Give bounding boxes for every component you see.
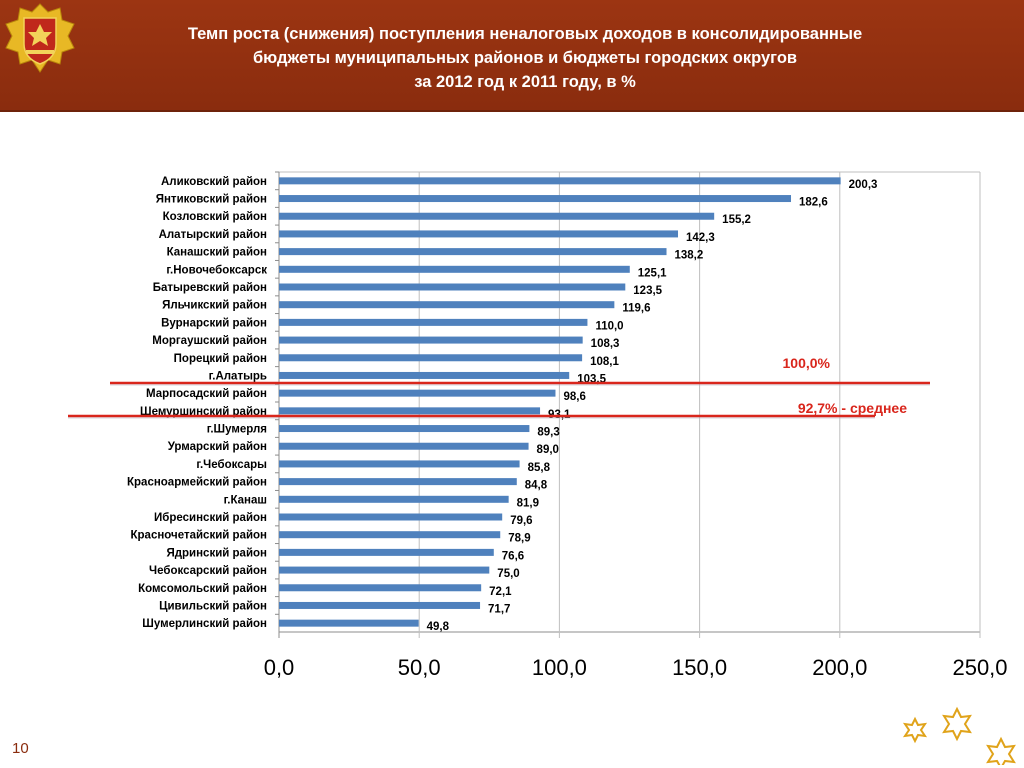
category-label: г.Шумерля xyxy=(207,424,267,436)
bar xyxy=(279,371,570,379)
value-label: 155,2 xyxy=(722,214,751,226)
title-line-3: за 2012 год к 2011 году, в % xyxy=(414,73,636,91)
category-label: г.Новочебоксарск xyxy=(166,264,267,276)
bar xyxy=(279,460,520,468)
value-label: 72,1 xyxy=(489,586,512,598)
value-label: 108,3 xyxy=(591,338,620,350)
value-label: 182,6 xyxy=(799,197,828,209)
value-label: 85,8 xyxy=(528,462,551,474)
category-label: Алатырский район xyxy=(159,229,267,241)
title-line-1: Темп роста (снижения) поступления ненало… xyxy=(187,25,863,43)
bar xyxy=(279,265,630,273)
value-label: 110,0 xyxy=(595,320,623,332)
ornament-star-icon xyxy=(902,706,1016,765)
title-line-2: бюджеты муниципальных районов и бюджеты … xyxy=(252,49,798,67)
category-label: Моргаушский район xyxy=(152,335,267,347)
category-label: Красноармейский район xyxy=(127,477,267,489)
bar xyxy=(279,513,503,521)
reference-line-label: 100,0% xyxy=(783,355,831,371)
value-label: 123,5 xyxy=(633,285,662,297)
value-label: 71,7 xyxy=(488,603,510,615)
bar xyxy=(279,495,509,503)
value-label: 125,1 xyxy=(638,267,667,279)
category-label: Козловский район xyxy=(163,211,267,223)
emblem-icon xyxy=(5,3,75,73)
bar xyxy=(279,283,626,291)
x-tick-label: 0,0 xyxy=(264,655,295,680)
bar xyxy=(279,301,615,309)
page-number: 10 xyxy=(12,740,29,757)
x-tick-label: 200,0 xyxy=(812,655,867,680)
value-label: 142,3 xyxy=(686,232,715,244)
bar xyxy=(279,195,792,203)
slide-header: Темп роста (снижения) поступления ненало… xyxy=(0,0,1024,112)
value-label: 108,1 xyxy=(590,356,619,368)
bar xyxy=(279,336,583,344)
value-label: 138,2 xyxy=(675,250,704,262)
value-label: 79,6 xyxy=(510,515,532,527)
bar xyxy=(279,425,530,433)
bar xyxy=(279,442,529,450)
category-label: Шумерлинский район xyxy=(142,618,267,630)
reference-line-label: 92,7% - среднее xyxy=(798,400,907,416)
category-label: Ядринский район xyxy=(166,547,267,559)
chart-labels: 0,0 50,0 100,0 150,0 200,0 250,0 Аликовский ра… xyxy=(127,176,1008,680)
bar xyxy=(279,318,588,326)
category-label: Комсомольский район xyxy=(138,583,267,595)
bar xyxy=(279,354,583,362)
x-tick-label: 50,0 xyxy=(398,655,441,680)
value-label: 78,9 xyxy=(508,533,530,545)
category-label: Чебоксарский район xyxy=(149,565,267,577)
value-label: 76,6 xyxy=(502,550,524,562)
category-label: Батыревский район xyxy=(153,282,267,294)
bar xyxy=(279,212,715,220)
category-label: Порецкий район xyxy=(174,353,267,365)
bar xyxy=(279,389,556,397)
bar xyxy=(279,407,541,415)
slide-title: Темп роста (снижения) поступления ненало… xyxy=(90,22,960,94)
category-label: Аликовский район xyxy=(161,176,267,188)
bar xyxy=(279,230,679,238)
value-label: 75,0 xyxy=(497,568,519,580)
category-label: г.Чебоксары xyxy=(196,459,267,471)
category-label: Канашский район xyxy=(167,247,267,259)
x-tick-label: 150,0 xyxy=(672,655,727,680)
value-label: 98,6 xyxy=(563,391,585,403)
bar xyxy=(279,531,501,539)
value-label: 89,0 xyxy=(537,444,559,456)
category-label: Янтиковский район xyxy=(156,194,267,206)
bar xyxy=(279,548,494,556)
value-label: 200,3 xyxy=(849,179,878,191)
bar xyxy=(279,177,841,185)
value-label: 89,3 xyxy=(537,427,559,439)
bar xyxy=(279,601,481,609)
category-label: Марпосадский район xyxy=(146,388,267,400)
chart-bars xyxy=(279,177,841,627)
value-label: 49,8 xyxy=(427,621,450,633)
category-label: Красночетайский район xyxy=(131,530,268,542)
bar xyxy=(279,248,667,256)
category-label: Цивильский район xyxy=(159,600,267,612)
bar xyxy=(279,619,419,627)
bar xyxy=(279,566,490,574)
value-label: 84,8 xyxy=(525,480,548,492)
x-tick-label: 250,0 xyxy=(952,655,1007,680)
category-label: г.Канаш xyxy=(224,494,267,506)
value-label: 81,9 xyxy=(517,497,539,509)
category-label: г.Алатырь xyxy=(209,370,267,382)
category-label: Вурнарский район xyxy=(161,317,267,329)
category-label: Урмарский район xyxy=(168,441,267,453)
x-tick-label: 100,0 xyxy=(532,655,587,680)
bar xyxy=(279,478,517,486)
category-label: Ибресинский район xyxy=(154,512,267,524)
value-label: 119,6 xyxy=(622,303,650,315)
category-label: Яльчикский район xyxy=(162,300,267,312)
bar xyxy=(279,584,482,592)
chart-reference-lines: 100,0% 92,7% - среднее xyxy=(68,355,930,419)
